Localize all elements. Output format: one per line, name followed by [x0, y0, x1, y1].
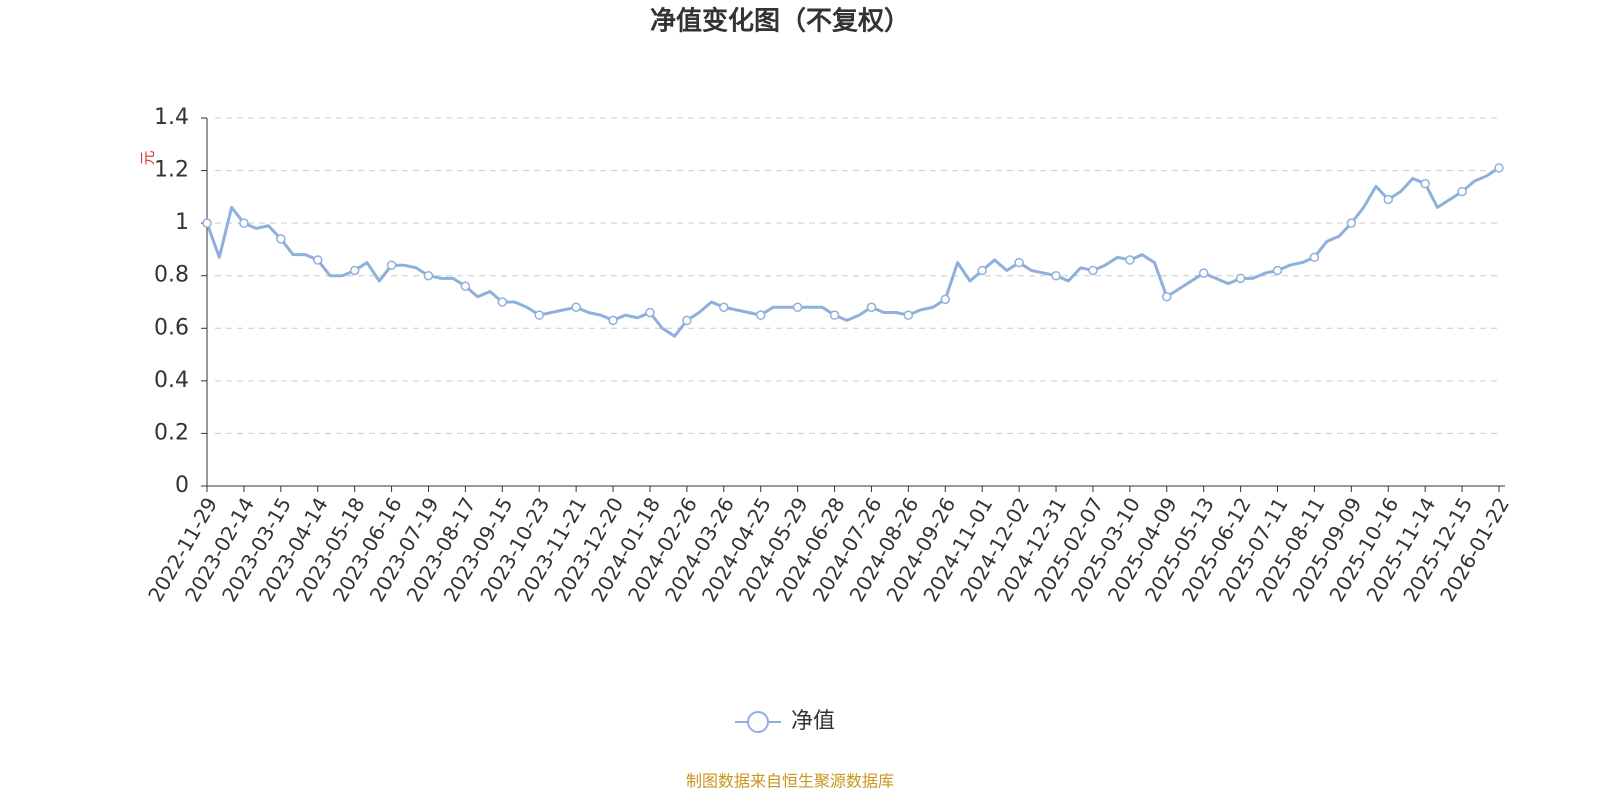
- point: [349, 265, 360, 276]
- point: [386, 260, 397, 270]
- point: [1309, 252, 1320, 263]
- point: [940, 294, 951, 305]
- point: [276, 234, 286, 244]
- point: [1088, 265, 1098, 276]
- point: [202, 218, 212, 228]
- source-note: 制图数据来自恒生聚源数据库: [686, 772, 894, 791]
- point: [1162, 291, 1172, 302]
- point: [239, 218, 249, 228]
- point: [497, 297, 508, 307]
- point: [571, 302, 581, 313]
- point: [1420, 178, 1430, 189]
- point: [1494, 163, 1504, 173]
- point: [1198, 268, 1209, 278]
- point: [534, 310, 544, 320]
- point: [1272, 265, 1283, 276]
- point: [866, 302, 877, 313]
- y-tick-label: 0: [175, 473, 189, 498]
- y-tick-label: 0.6: [154, 315, 189, 340]
- point: [1457, 186, 1467, 197]
- line: [205, 166, 1500, 338]
- legend-marker: [747, 711, 769, 733]
- point: [423, 270, 434, 281]
- point: [1125, 255, 1135, 265]
- y-tick-label: 0.4: [154, 368, 189, 393]
- point: [1383, 194, 1394, 205]
- point: [977, 265, 987, 276]
- point: [792, 302, 803, 313]
- point: [719, 302, 729, 313]
- chart-title: 净值变化图（不复权）: [650, 6, 910, 37]
- point: [460, 281, 471, 291]
- point: [1014, 257, 1024, 268]
- point: [608, 315, 618, 326]
- point: [903, 310, 914, 320]
- point: [755, 310, 766, 320]
- y-tick-label: 1.2: [154, 158, 189, 183]
- point: [645, 307, 655, 318]
- y-tick-label: 0.2: [154, 420, 189, 445]
- point: [682, 315, 692, 326]
- point: [312, 255, 323, 265]
- y-tick-label: 1: [175, 210, 189, 235]
- point: [829, 310, 840, 320]
- point: [1235, 273, 1246, 284]
- y-tick-label: 0.8: [154, 263, 189, 288]
- point: [1346, 218, 1357, 228]
- legend-label: 净值: [791, 709, 835, 734]
- point: [1051, 270, 1061, 281]
- y-axis-label: 元: [139, 150, 157, 165]
- y-tick-label: 1.4: [154, 105, 189, 130]
